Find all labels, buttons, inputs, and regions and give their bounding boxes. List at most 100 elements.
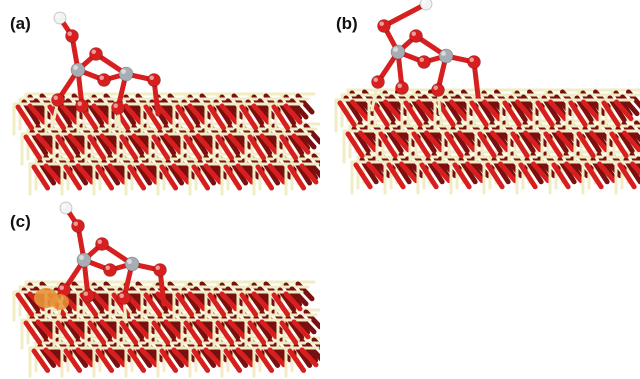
bond [535,100,555,128]
bond [531,161,551,184]
bond [299,163,319,185]
bond [191,348,211,373]
bond [416,99,436,122]
bond [235,347,255,368]
bond [557,157,577,185]
bond [419,162,439,190]
bond [175,292,195,317]
bond [614,99,634,122]
bond [376,95,396,123]
bond [444,131,464,159]
bond [67,133,87,155]
bond [482,99,502,122]
bond [597,161,617,184]
bond [91,291,111,312]
bond [287,348,307,373]
bond [239,104,259,131]
bond [378,131,398,159]
bond [191,164,211,191]
bond [123,103,143,125]
bond [576,131,596,159]
carbon-atom [438,48,454,64]
bond [55,320,75,345]
bond [143,104,163,131]
bond [195,319,215,340]
oxygen-atom [95,237,109,251]
bond [207,292,227,317]
bond [411,131,431,159]
oxygen-atom [57,283,71,297]
bond [63,164,83,191]
bond [436,100,456,128]
bond [458,157,478,185]
bond [67,319,87,340]
bond [432,161,452,184]
oxygen-atom [467,55,481,69]
oxygen-atom [377,19,391,33]
bond [159,348,179,373]
bond [581,99,601,122]
bond [409,95,429,123]
panel-a: (a) [0,0,320,200]
bond [392,157,412,185]
bond [299,347,319,368]
bond [617,162,637,190]
oxygen-atom [65,29,79,43]
bond [403,100,423,128]
bond [95,348,115,373]
bond [568,100,588,128]
bond [629,152,640,172]
bond [127,348,147,373]
bond [271,292,291,317]
bond [31,164,51,191]
bond [584,162,604,190]
bond [171,347,191,368]
bond [442,95,462,123]
bond [518,162,538,190]
oxygen-atom [147,73,161,87]
bond [590,157,610,185]
bond [43,347,63,368]
bond [337,100,357,128]
bond [35,133,55,155]
bond [27,103,47,125]
panel-label-c: (c) [10,212,31,231]
bond [75,163,95,185]
bond [417,126,437,154]
oxygen-atom [431,83,445,97]
bond [187,291,207,312]
bond [107,163,127,185]
bond [607,95,627,123]
oxygen-atom [371,75,385,89]
oxygen-atom [395,81,409,95]
oxygen-atom [81,289,95,303]
bond [424,130,444,153]
bond [215,134,235,161]
oxygen-atom [409,29,423,43]
bond [219,291,239,312]
bond [151,320,171,345]
bond [523,130,543,153]
carbon-atom [390,44,406,60]
bond [279,134,299,161]
bond [283,103,303,125]
bond [203,347,223,368]
structure-image-c [12,201,320,378]
bond [251,103,271,125]
bond [564,161,584,184]
bond [483,126,503,154]
bond [343,95,363,123]
bond [287,164,307,191]
bond [574,95,594,123]
bond [87,134,107,161]
panel-c: (c) [0,200,320,379]
bond [345,131,365,159]
panel-label-a: (a) [10,14,31,33]
bond [622,130,640,153]
bond [399,161,419,184]
panel-b: (b) [320,0,640,200]
bond [515,99,535,122]
bond [139,347,159,368]
bond [485,162,505,190]
carbon-atom [76,252,92,268]
